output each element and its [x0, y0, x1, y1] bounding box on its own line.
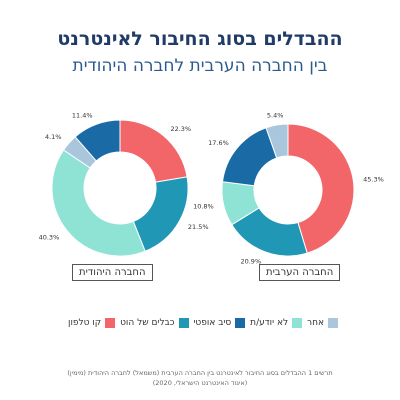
legend-swatch-fiber [235, 318, 246, 328]
page-title: ההבדלים בסוג החיבור לאינטרנט [57, 28, 343, 50]
legend-swatch-dont-know [292, 318, 303, 328]
legend-swatch-other [328, 318, 338, 328]
chart-label-arab: החברה הערבית [259, 264, 341, 281]
data-label-fiber: 11.4% [72, 111, 93, 119]
legend-swatch-phone-line [105, 318, 116, 328]
legend: קו טלפון כבלים של הוט סיב אופטי לא יודע/… [68, 318, 338, 328]
page-subtitle: בין החברה הערבית לחברה היהודית [72, 56, 328, 76]
legend-swatch-hot-cables [178, 318, 189, 328]
caption-line-1: תרשים 1 ההבדלים בסוג החיבור לאינטרנט בין… [67, 369, 333, 377]
data-label-hot-cables: 20.9% [240, 258, 261, 266]
data-label-hot-cables: 21.5% [188, 223, 209, 231]
legend-label: כבלים של הוט [120, 318, 175, 328]
slice-hot-cables [132, 176, 189, 252]
slice-fiber [74, 119, 121, 162]
slice-dont-know [51, 149, 146, 257]
data-label-dont-know: 10.8% [193, 203, 214, 211]
slice-phone-line [287, 123, 355, 254]
legend-label: אחר [307, 318, 324, 328]
donut-arab-society: 45.3% 20.9% 10.8% 17.6% 5.4% [193, 112, 384, 266]
data-label-dont-know: 40.3% [39, 233, 60, 241]
legend-label: קו טלפון [68, 318, 102, 328]
data-label-phone-line: 45.3% [363, 175, 384, 183]
data-label-fiber: 17.6% [208, 139, 229, 147]
legend-item-hot-cables: כבלים של הוט [120, 318, 189, 328]
chart-label-jewish: החברה היהודית [72, 264, 153, 281]
legend-item-phone-line: קו טלפון [68, 318, 116, 328]
legend-item-fiber: סיב אופטי [193, 318, 246, 328]
legend-item-other: אחר [307, 318, 338, 328]
legend-item-dont-know: לא יודע/ת [250, 318, 303, 328]
data-label-other: 4.1% [45, 133, 62, 141]
slice-fiber [221, 127, 278, 187]
slice-other [265, 123, 289, 159]
legend-label: סיב אופטי [193, 318, 232, 328]
figure-caption: תרשים 1 ההבדלים בסוג החיבור לאינטרנט בין… [40, 368, 360, 388]
data-label-other: 5.4% [267, 112, 284, 120]
legend-label: לא יודע/ת [250, 318, 289, 328]
data-label-phone-line: 22.3% [170, 125, 191, 133]
donut-jewish-society: 22.3% 21.5% 40.3% 4.1% 11.4% [39, 111, 209, 257]
caption-line-2: (איגוד האינטרנט הישראלי, 2020) [152, 379, 248, 387]
